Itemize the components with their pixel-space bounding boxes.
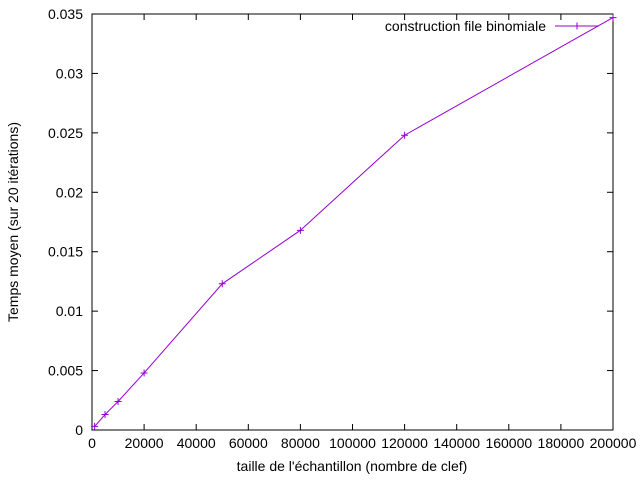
legend: construction file binomiale [385,18,599,34]
x-axis-title: taille de l'échantillon (nombre de clef) [237,458,468,474]
y-tick-label: 0.01 [56,303,83,319]
y-tick-label: 0.03 [56,65,83,81]
data-point-marker [91,422,99,430]
x-tick-label: 140000 [433,435,480,451]
y-tick-label: 0.005 [48,363,83,379]
y-tick-label: 0.025 [48,125,83,141]
x-tick-label: 120000 [381,435,428,451]
data-point-marker [101,411,109,419]
y-axis-ticks: 0 0.005 0.01 0.015 0.02 0.025 0.03 0.035 [48,6,613,438]
y-tick-label: 0.02 [56,184,83,200]
series-line [94,17,614,427]
legend-marker [573,22,581,30]
data-point-marker [218,280,226,288]
x-tick-label: 160000 [485,435,532,451]
x-tick-label: 200000 [590,435,637,451]
x-tick-label: 180000 [538,435,585,451]
legend-label: construction file binomiale [385,18,546,34]
data-point-marker [140,369,148,377]
x-tick-label: 80000 [281,435,320,451]
x-tick-label: 60000 [229,435,268,451]
data-point-marker [401,131,409,139]
y-axis-title: Temps moyen (sur 20 itérations) [5,122,21,322]
x-axis-ticks: 0 20000 40000 60000 80000 100000 120000 140000 1… [88,14,637,451]
data-point-marker [114,397,122,405]
x-tick-label: 40000 [177,435,216,451]
x-tick-label: 20000 [125,435,164,451]
data-point-marker [609,14,617,22]
x-tick-label: 100000 [329,435,376,451]
series-layer [91,14,617,430]
y-tick-label: 0.035 [48,6,83,22]
plot-frame [91,13,614,431]
y-tick-label: 0 [75,422,83,438]
data-point-marker [296,226,304,234]
y-tick-label: 0.015 [48,244,83,260]
x-tick-label: 0 [88,435,96,451]
